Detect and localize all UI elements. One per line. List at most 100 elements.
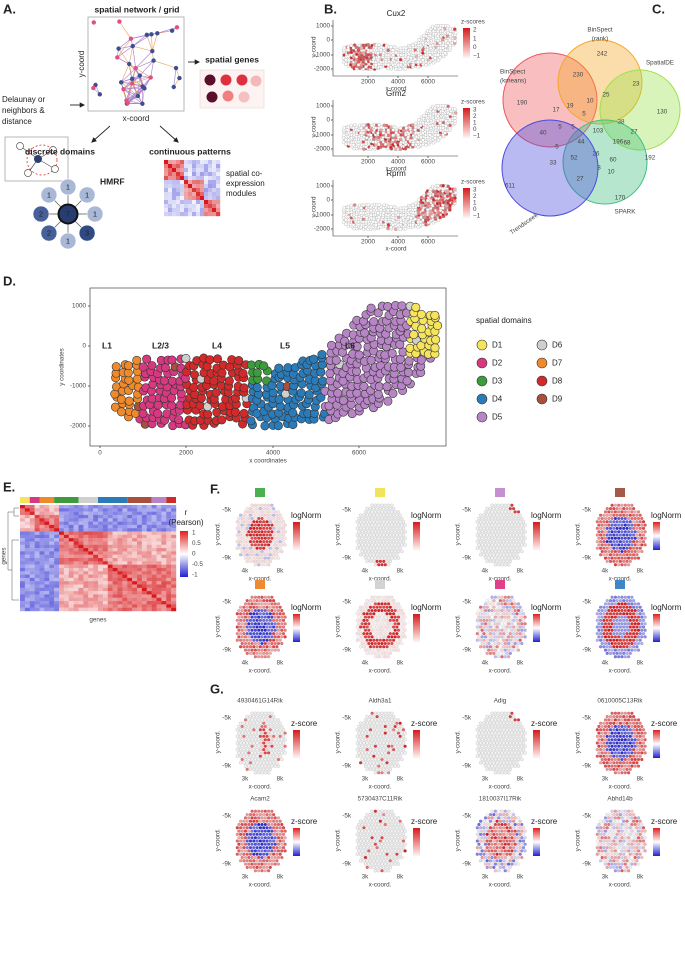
heat-cell — [188, 196, 193, 201]
spot — [626, 536, 631, 540]
heat-cell — [132, 541, 138, 545]
spot — [266, 602, 271, 606]
count: 192 — [645, 155, 656, 162]
spot — [503, 523, 507, 527]
heat-cell — [34, 597, 40, 602]
cell — [383, 396, 393, 406]
heat-cell — [166, 597, 172, 602]
spot — [510, 510, 514, 514]
heat-cell — [24, 558, 30, 562]
modules-text: spatial co- — [226, 169, 263, 178]
spot — [385, 506, 389, 511]
spot — [248, 553, 253, 557]
heat-cell — [171, 505, 177, 509]
spot — [623, 556, 627, 560]
spot — [388, 553, 392, 557]
heat-cell — [39, 518, 45, 522]
spot — [385, 605, 389, 609]
heat-cell — [141, 587, 147, 592]
heat-cell — [137, 594, 143, 598]
spot — [403, 622, 407, 626]
spot — [250, 628, 254, 632]
count: 68 — [623, 140, 631, 147]
spot — [600, 530, 604, 534]
heat-cell — [24, 541, 30, 545]
heat-cell — [137, 508, 143, 512]
heat-cell — [29, 564, 35, 569]
spot — [610, 543, 614, 547]
spot — [628, 533, 632, 537]
spot — [398, 513, 402, 517]
heat-cell — [24, 551, 30, 555]
spot — [453, 116, 457, 120]
heat-cell — [192, 160, 197, 165]
spot — [271, 598, 276, 603]
spot — [362, 539, 366, 544]
heat-cell — [34, 534, 40, 539]
heat-cell — [98, 544, 104, 549]
heat-cell — [54, 534, 60, 539]
spot — [364, 65, 368, 69]
spot — [617, 536, 621, 540]
heat-cell — [137, 544, 143, 549]
spot — [255, 638, 259, 642]
cell — [309, 354, 319, 364]
spot — [271, 533, 276, 537]
heat-cell — [68, 594, 74, 598]
heat-cell — [107, 581, 113, 585]
heat-cell — [59, 551, 65, 555]
spot — [390, 549, 394, 554]
spot — [618, 526, 623, 531]
legend-bar — [293, 522, 300, 550]
heat-cell — [122, 604, 128, 608]
heat-cell — [34, 604, 40, 608]
spot — [260, 648, 264, 652]
heat-cell — [54, 548, 60, 552]
heat-cell — [156, 531, 162, 536]
spot — [237, 523, 241, 527]
panel-label: C. — [652, 1, 665, 16]
spot — [600, 543, 604, 547]
spot — [378, 506, 383, 511]
node — [135, 93, 141, 99]
axis-label: x-coord — [386, 86, 407, 93]
spot — [413, 201, 418, 206]
cell — [369, 317, 379, 327]
heat-cell — [29, 584, 35, 589]
domain-node — [32, 205, 50, 223]
heat-cell — [127, 548, 133, 552]
legend-bar — [463, 188, 470, 218]
spot — [638, 533, 642, 537]
spot — [444, 123, 448, 128]
spot — [480, 543, 484, 547]
spot — [623, 523, 627, 527]
heat-cell — [204, 212, 209, 217]
heat-cell — [20, 561, 26, 565]
heat-cell — [24, 518, 30, 522]
spot — [358, 520, 363, 524]
spot — [252, 612, 256, 616]
heat-cell — [88, 531, 94, 536]
spot — [390, 615, 394, 619]
cell — [333, 388, 343, 398]
spot — [626, 523, 631, 527]
heat-cell — [204, 176, 209, 181]
spot — [483, 523, 488, 527]
spot — [618, 546, 623, 550]
spot — [615, 533, 619, 537]
line — [135, 50, 153, 69]
spot — [247, 530, 251, 534]
spot — [258, 651, 263, 656]
spot — [506, 549, 511, 554]
spot — [260, 543, 264, 547]
node-label: 1 — [66, 236, 70, 245]
heat-cell — [54, 574, 60, 579]
spot — [488, 520, 493, 524]
heat-cell — [44, 505, 50, 509]
spot — [438, 201, 442, 205]
spot — [391, 48, 395, 52]
heat-cell — [161, 534, 167, 539]
spot — [265, 598, 269, 603]
heat-cell — [184, 168, 189, 173]
cell — [325, 368, 335, 378]
